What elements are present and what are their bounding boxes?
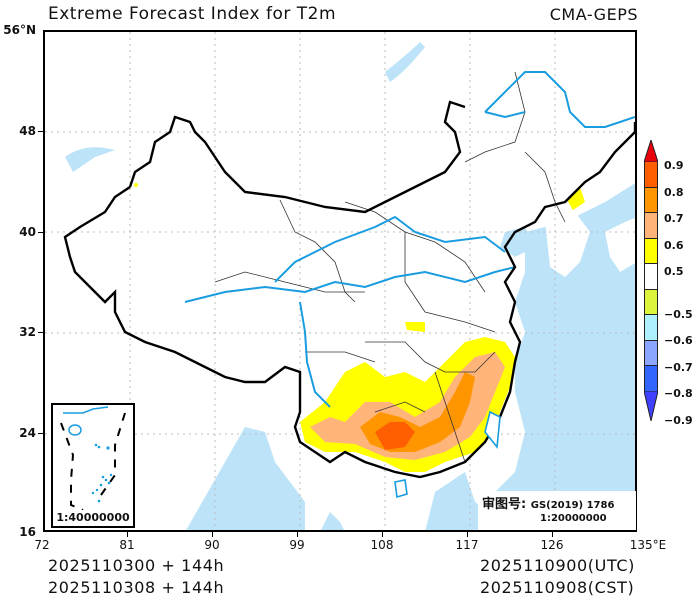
colorbar-label: −0.5 bbox=[664, 308, 693, 321]
approval-line: 审图号: GS(2019) 1786 bbox=[482, 493, 614, 512]
valid-time-cst: 2025110908(CST) bbox=[480, 578, 635, 597]
lat-label-32: 32 bbox=[19, 325, 36, 339]
lat-tick bbox=[38, 433, 43, 434]
lon-tick bbox=[382, 532, 383, 537]
lon-tick bbox=[552, 532, 553, 537]
rivers bbox=[184, 71, 635, 408]
lon-label-108: 108 bbox=[370, 538, 394, 552]
lon-tick bbox=[297, 532, 298, 537]
colorbar-label: 0.8 bbox=[664, 186, 684, 199]
colorbar-segment bbox=[644, 365, 658, 392]
lat-label-56: 56°N bbox=[3, 23, 36, 37]
map-scale: 1:20000000 bbox=[540, 513, 607, 524]
valid-time-utc: 2025110900(UTC) bbox=[480, 556, 635, 575]
lon-label-72: 72 bbox=[34, 538, 50, 552]
colorbar-segment bbox=[644, 186, 658, 213]
map-approval-box: 审图号: GS(2019) 1786 1:20000000 bbox=[478, 491, 636, 530]
lon-label-135: 135°E bbox=[629, 538, 667, 552]
init-time-utc: 2025110300 + 144h bbox=[48, 556, 225, 575]
colorbar bbox=[644, 140, 658, 421]
colorbar-label: −0.7 bbox=[664, 361, 693, 374]
lon-label-81: 81 bbox=[119, 538, 135, 552]
colorbar-label: 0.5 bbox=[664, 265, 684, 278]
lon-tick bbox=[467, 532, 468, 537]
colorbar-label: 0.9 bbox=[664, 159, 684, 172]
colorbar-label: 0.6 bbox=[664, 239, 684, 252]
lat-tick bbox=[38, 131, 43, 132]
colorbar-bottom-arrow bbox=[644, 390, 658, 421]
lat-label-16: 16 bbox=[19, 525, 36, 539]
map-panel bbox=[43, 30, 637, 532]
colorbar-top-arrow bbox=[644, 140, 658, 162]
ocean-areas bbox=[65, 42, 635, 530]
chart-title: Extreme Forecast Index for T2m bbox=[48, 4, 337, 24]
inset-scale: 1:40000000 bbox=[56, 511, 130, 524]
lon-label-99: 99 bbox=[289, 538, 305, 552]
colorbar-label: −0.9 bbox=[664, 414, 693, 427]
colorbar-label: −0.8 bbox=[664, 387, 693, 400]
foreign-land bbox=[465, 212, 635, 512]
colorbar-label: 0.7 bbox=[664, 212, 684, 225]
colorbar-segment bbox=[644, 314, 658, 341]
colorbar-segment bbox=[644, 339, 658, 366]
approval-label: 审图号: bbox=[482, 497, 527, 512]
lon-label-117: 117 bbox=[455, 538, 479, 552]
lat-label-40: 40 bbox=[19, 225, 36, 239]
lat-label-48: 48 bbox=[19, 124, 36, 138]
init-time-cst: 2025110308 + 144h bbox=[48, 578, 225, 597]
lat-label-24: 24 bbox=[19, 426, 36, 440]
inset-map bbox=[60, 406, 126, 511]
china-map bbox=[45, 32, 635, 530]
model-name: CMA-GEPS bbox=[549, 5, 638, 24]
lat-tick bbox=[38, 232, 43, 233]
colorbar-segment bbox=[644, 288, 658, 315]
colorbar-label: −0.6 bbox=[664, 334, 693, 347]
south-china-sea-inset: 1:40000000 bbox=[51, 403, 135, 528]
colorbar-segment bbox=[644, 237, 658, 264]
lon-tick bbox=[127, 532, 128, 537]
islands bbox=[394, 410, 501, 499]
lon-tick bbox=[212, 532, 213, 537]
national-border bbox=[63, 100, 635, 479]
lon-label-90: 90 bbox=[204, 538, 220, 552]
lon-label-126: 126 bbox=[540, 538, 564, 552]
colorbar-segment bbox=[644, 212, 658, 239]
lat-tick bbox=[38, 332, 43, 333]
colorbar-segment bbox=[644, 161, 658, 188]
approval-number: GS(2019) 1786 bbox=[530, 500, 615, 511]
colorbar-segment bbox=[644, 263, 658, 290]
efi-shading bbox=[134, 183, 585, 472]
